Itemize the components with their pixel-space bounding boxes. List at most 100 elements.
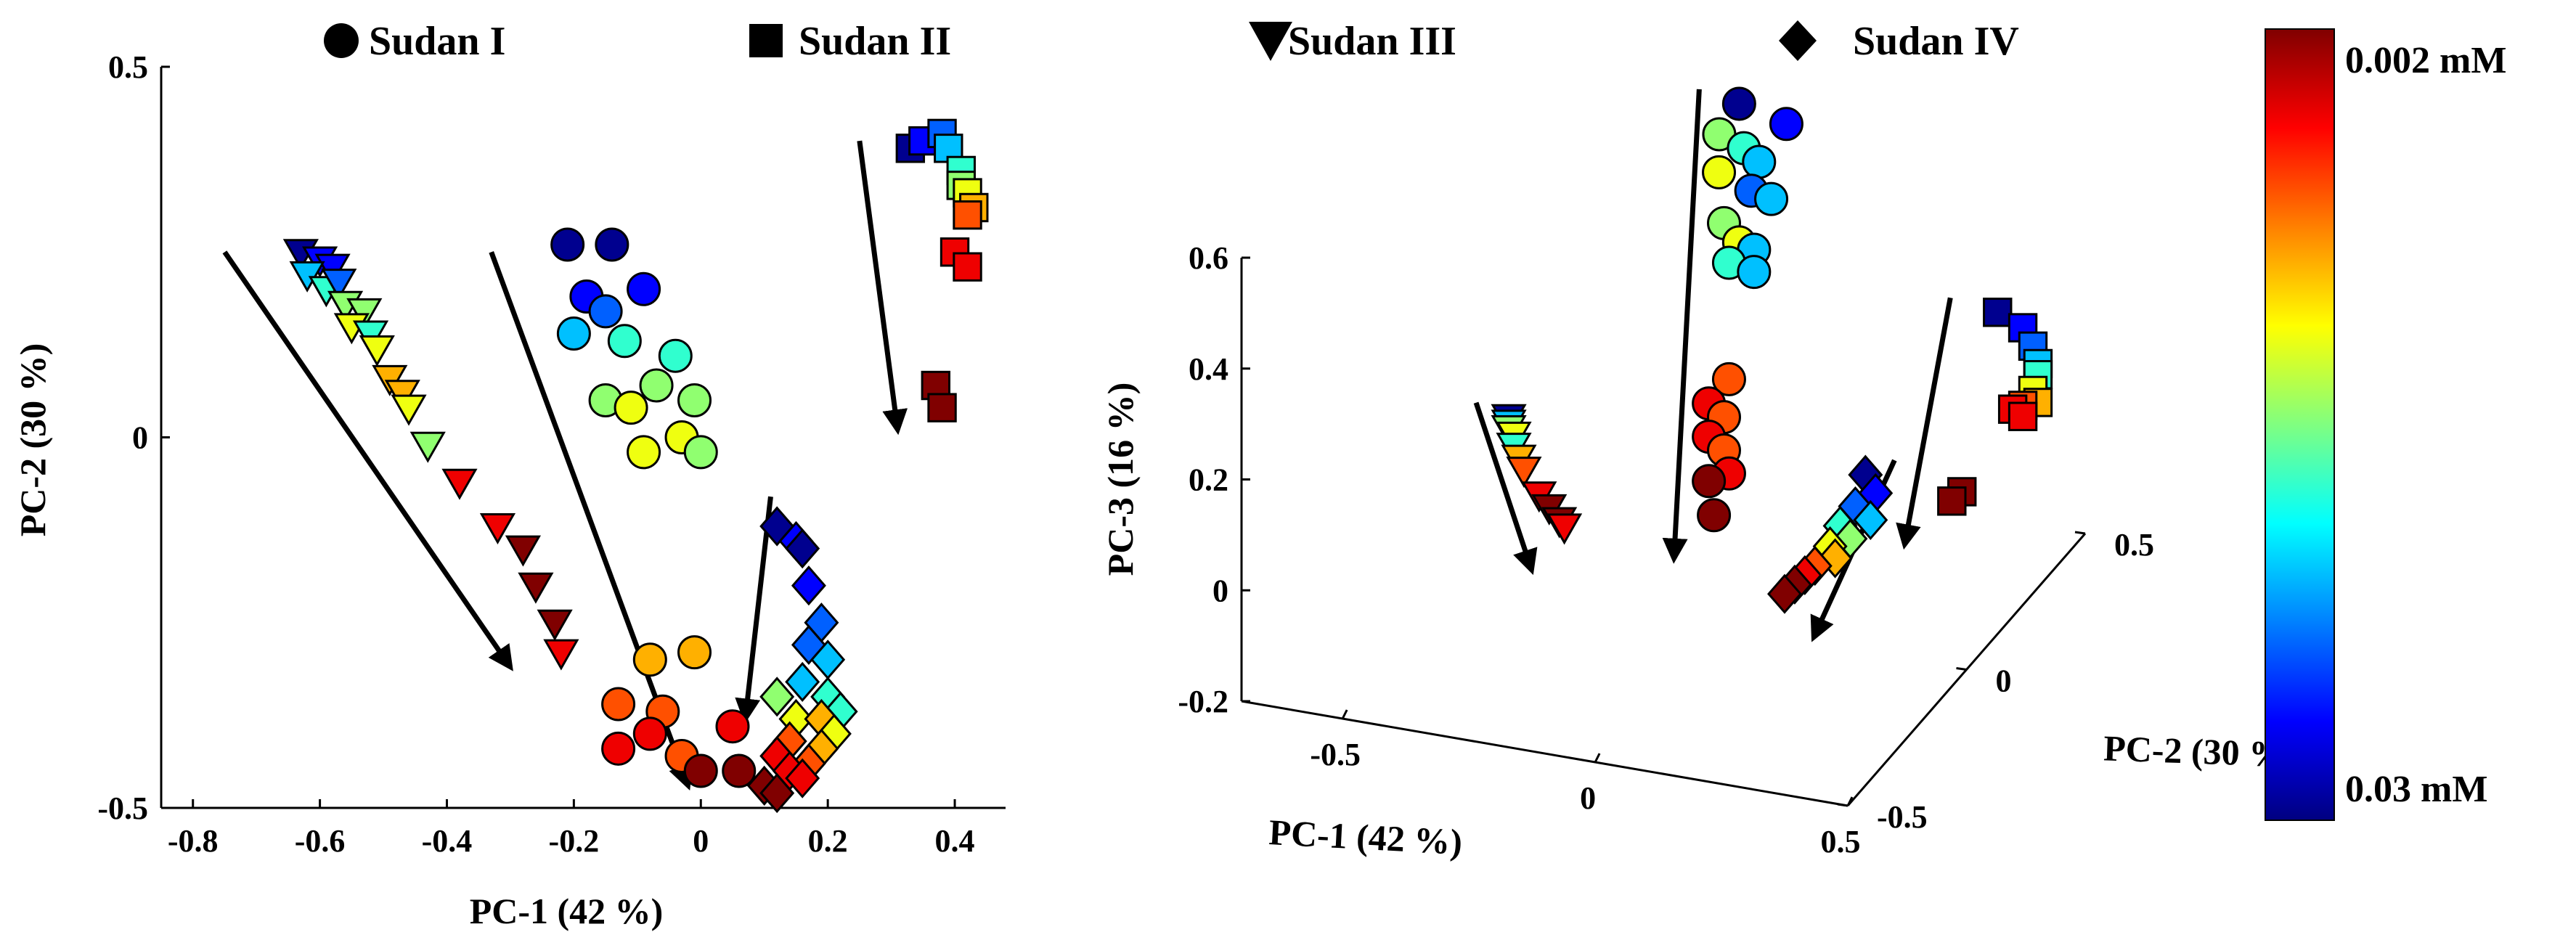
- x-tick-label: -0.4: [422, 823, 473, 859]
- x-tick-label: 0: [1580, 780, 1596, 816]
- x-tick: [1341, 709, 1348, 719]
- series-sudan-iii: [282, 239, 579, 671]
- x-tick-label: 0.5: [1821, 824, 1861, 859]
- circle-point: [588, 294, 623, 329]
- diamond-point: [1853, 499, 1888, 540]
- circle-point: [1711, 361, 1746, 396]
- z-tick-label: 0.6: [1189, 240, 1228, 276]
- series-sudan-i: [1692, 86, 1803, 533]
- circle-point: [627, 435, 661, 470]
- circle-point: [1697, 498, 1732, 533]
- x-tick-label: 0.4: [935, 823, 975, 859]
- trend-arrow: [1473, 401, 1538, 576]
- colorbar-top-label: 0.002 mM: [2345, 40, 2506, 81]
- circle-point: [595, 227, 629, 262]
- triangle-point: [537, 609, 573, 641]
- circle-point: [677, 383, 712, 417]
- legend-entry-sudan-i: Sudan I: [324, 19, 505, 64]
- diamond-icon: [1779, 20, 1817, 61]
- series-sudan-ii: [1937, 298, 2053, 516]
- diamond-point: [759, 677, 795, 717]
- diamond-point: [759, 772, 795, 814]
- circle-point: [607, 324, 642, 359]
- triangle-point: [359, 335, 395, 367]
- square-point: [1983, 298, 2013, 327]
- triangle-point: [543, 639, 579, 671]
- triangle-point: [479, 513, 516, 545]
- series-sudan-ii: [895, 118, 989, 422]
- circle-point: [1692, 464, 1727, 499]
- x-tick: [1846, 796, 1854, 806]
- legend-entry-sudan-iv: Sudan IV: [1779, 19, 2019, 64]
- circle-point: [715, 709, 750, 744]
- series-sudan-i: [550, 227, 757, 788]
- circle-point: [722, 753, 757, 788]
- y-tick-label: 0: [1996, 663, 2012, 699]
- colorbar-bottom-label: 0.03 mM: [2345, 769, 2487, 810]
- circle-point: [1754, 181, 1789, 216]
- diamond-point: [791, 565, 826, 606]
- square-point: [1937, 486, 1967, 516]
- trend-arrow: [857, 140, 908, 436]
- axis-ticks: -0.8 -0.6 -0.4 -0.2 0 0.2 0.4 -0.5 0 0.5: [97, 49, 974, 859]
- z-tick-label: 0.4: [1189, 351, 1228, 387]
- circle-point: [556, 316, 591, 351]
- square-icon: [749, 24, 783, 57]
- circle-point: [658, 338, 693, 373]
- triangle-down-icon: [1249, 22, 1292, 61]
- triangle-point: [1506, 457, 1542, 489]
- triangle-point: [441, 468, 478, 500]
- trend-arrow: [1662, 89, 1702, 564]
- x-tick-label: -0.6: [295, 823, 346, 859]
- y-tick-label: 0.5: [2114, 527, 2154, 563]
- series-sudan-iii: [1491, 404, 1583, 545]
- square-point: [2008, 401, 2038, 431]
- circle-point: [614, 391, 648, 425]
- circle-point: [601, 687, 636, 722]
- x-tick-label: 0: [693, 823, 709, 859]
- circle-point: [627, 271, 661, 306]
- axis-ticks: -0.2 0 0.2 0.4 0.6 -0.5 0 0.5 -0.5 0 0.5: [1178, 240, 2154, 859]
- triangle-point: [518, 572, 554, 604]
- legend: Sudan I Sudan II Sudan III Sudan IV: [324, 19, 2019, 64]
- data-points: [1491, 86, 2053, 614]
- legend-entry-sudan-iii: Sudan III: [1249, 19, 1456, 64]
- y-tick-label: 0: [132, 420, 148, 456]
- triangle-point: [505, 535, 542, 567]
- y-tick: [1837, 803, 1849, 807]
- x-tick: [1594, 753, 1601, 763]
- circle-point: [1721, 86, 1756, 121]
- diamond-point: [1817, 538, 1853, 579]
- square-point: [953, 252, 982, 282]
- data-points: [282, 118, 989, 814]
- circle-point: [1769, 107, 1803, 142]
- circle-point: [550, 227, 585, 262]
- diamond-point: [1767, 573, 1802, 614]
- x-axis-label: PC-1 (42 %): [470, 891, 664, 931]
- y-tick-label: 0.5: [108, 49, 148, 85]
- triangle-point: [321, 269, 357, 301]
- legend-label: Sudan III: [1288, 19, 1456, 64]
- legend-label: Sudan II: [799, 19, 951, 64]
- circle-point: [1737, 255, 1772, 290]
- circle-icon: [324, 23, 359, 58]
- circle-point: [1702, 155, 1737, 189]
- legend-label: Sudan IV: [1853, 19, 2019, 64]
- diamond-point: [785, 661, 820, 703]
- y-tick: [2074, 531, 2086, 535]
- z-tick-label: -0.2: [1178, 684, 1228, 719]
- legend-entry-sudan-ii: Sudan II: [749, 19, 951, 64]
- y-tick-label: -0.5: [97, 790, 148, 826]
- legend-label: Sudan I: [369, 19, 505, 64]
- circle-point: [1742, 144, 1777, 179]
- x-tick-label: -0.2: [549, 823, 600, 859]
- x-tick-label: 0.2: [808, 823, 848, 859]
- series-sudan-iv: [746, 506, 858, 814]
- y-tick-label: -0.5: [1877, 799, 1928, 835]
- y-axis-label: PC-2 (30 %): [12, 343, 53, 537]
- trend-arrow: [222, 250, 513, 671]
- axis-box: [1240, 258, 2087, 807]
- trend-arrow: [1896, 297, 1953, 550]
- pca-3d-scatter: -0.2 0 0.2 0.4 0.6 -0.5 0 0.5 -0.5 0 0.5 PC-1 (42 …: [1100, 86, 2298, 862]
